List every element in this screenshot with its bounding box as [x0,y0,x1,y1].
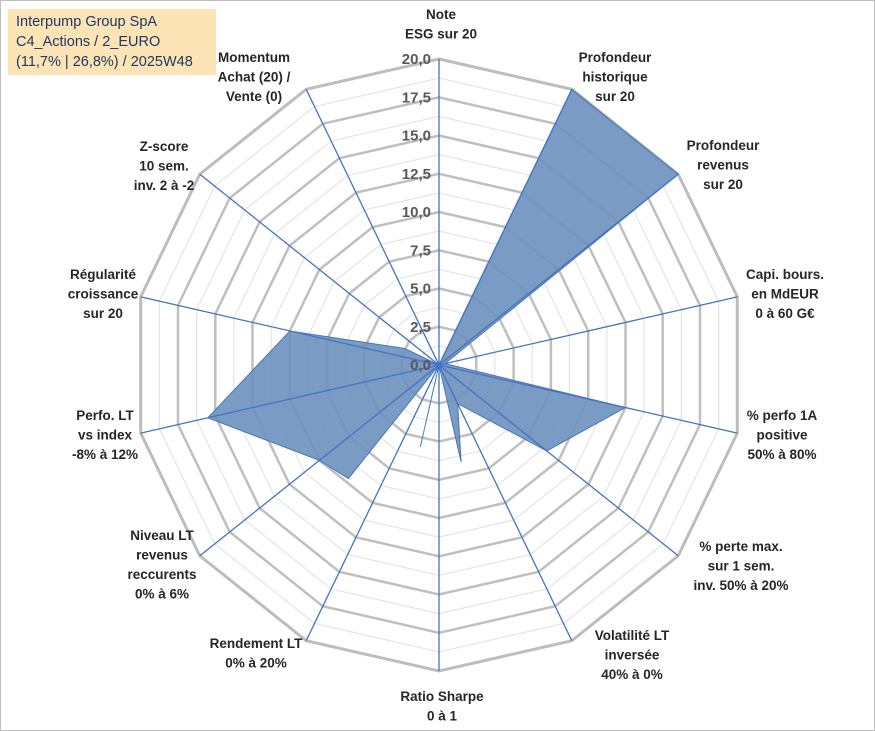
axis-label-3: Capi. bours. en MdEUR 0 à 60 G€ [746,267,824,321]
spoke-8 [305,364,440,641]
axis-label-1: Profondeur historique sur 20 [579,50,652,104]
axis-label-10: Perfo. LT vs index -8% à 12% [72,408,138,462]
title-line-2: C4_Actions / 2_EURO [16,34,161,50]
axis-label-2: Profondeur revenus sur 20 [687,138,760,192]
spoke-layer [140,59,738,671]
axis-label-layer: Note ESG sur 20 Profondeur historique sur 20… [68,7,824,724]
spoke-12 [199,173,440,366]
spoke-4 [438,364,738,434]
axis-label-0: Note ESG sur 20 [405,7,477,42]
axis-label-9: Niveau LT revenus reccurents 0% à 6% [127,528,196,602]
spoke-9 [199,364,440,557]
axis-label-11: Régularité croissance sur 20 [68,267,139,321]
title-line-1: Interpump Group SpA [16,14,158,30]
spoke-11 [140,296,440,366]
axis-label-8: Rendement LT 0% à 20% [210,636,304,671]
tick-label: 0,0 [410,357,431,374]
tick-label: 17,5 [402,89,431,106]
tick-label: 10,0 [402,204,431,221]
title-line-3: (11,7% | 26,8%) / 2025W48 [16,54,193,70]
spoke-5 [438,364,679,557]
tick-label-layer: 0,0 2,5 5,0 7,5 10,0 12,5 15,0 17,5 20,0 [402,51,431,374]
spoke-2 [438,173,679,366]
chart-title-box: Interpump Group SpA C4_Actions / 2_EURO … [8,9,216,75]
spoke-1 [438,89,573,366]
axis-label-4: % perfo 1A positive 50% à 80% [747,408,818,462]
tick-label: 2,5 [410,319,431,336]
axis-label-5: % perte max. sur 1 sem. inv. 50% à 20% [693,539,788,593]
spoke-6 [438,364,573,641]
tick-label: 20,0 [402,51,431,68]
axis-label-6: Volatilité LT inversée 40% à 0% [595,628,670,682]
tick-label: 15,0 [402,128,431,145]
tick-label: 5,0 [410,281,431,298]
axis-label-7: Ratio Sharpe 0 à 1 [400,689,484,724]
tick-label: 7,5 [410,242,431,259]
spoke-10 [140,364,440,434]
spoke-13 [305,89,440,366]
axis-label-12: Z-score 10 sem. inv. 2 à -2 [134,139,195,193]
axis-label-13: Momentum Achat (20) / Vente (0) [218,50,291,104]
tick-label: 12,5 [402,166,431,183]
spoke-3 [438,296,738,366]
